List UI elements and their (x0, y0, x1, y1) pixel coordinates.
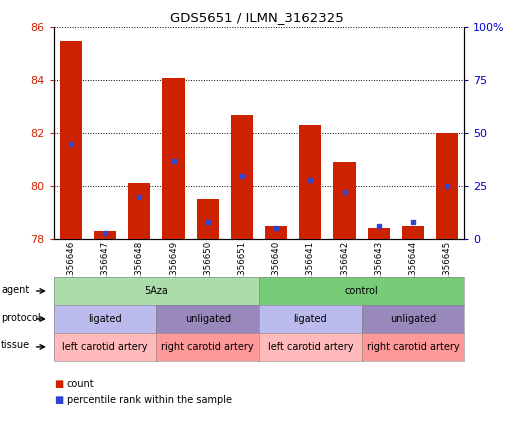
Text: protocol: protocol (1, 313, 41, 323)
Text: ligated: ligated (293, 314, 327, 324)
Text: unligated: unligated (185, 314, 231, 324)
Text: ■: ■ (54, 379, 63, 389)
Bar (231, 115, 253, 239)
Bar (368, 228, 390, 239)
Text: right carotid artery: right carotid artery (367, 342, 459, 352)
Text: GSM1356649: GSM1356649 (169, 241, 178, 299)
Text: count: count (67, 379, 94, 389)
Text: 5Aza: 5Aza (145, 286, 168, 296)
Text: GSM1356645: GSM1356645 (443, 241, 451, 299)
Bar (436, 133, 458, 239)
Text: tissue: tissue (1, 341, 30, 351)
Text: GSM1356643: GSM1356643 (374, 241, 383, 299)
Bar (299, 125, 322, 239)
Text: left carotid artery: left carotid artery (63, 342, 148, 352)
Text: GSM1356648: GSM1356648 (135, 241, 144, 299)
Text: GSM1356641: GSM1356641 (306, 241, 315, 299)
Text: right carotid artery: right carotid artery (162, 342, 254, 352)
Text: unligated: unligated (390, 314, 436, 324)
Text: GSM1356644: GSM1356644 (408, 241, 418, 299)
Bar (333, 162, 356, 239)
Text: GSM1356651: GSM1356651 (238, 241, 246, 299)
Bar (402, 226, 424, 239)
Bar (265, 226, 287, 239)
Bar (94, 231, 116, 239)
Text: ■: ■ (54, 395, 63, 405)
Text: left carotid artery: left carotid artery (268, 342, 353, 352)
Text: GSM1356642: GSM1356642 (340, 241, 349, 299)
Text: percentile rank within the sample: percentile rank within the sample (67, 395, 232, 405)
Text: GDS5651 / ILMN_3162325: GDS5651 / ILMN_3162325 (170, 11, 343, 24)
Bar (196, 199, 219, 239)
Text: GSM1356646: GSM1356646 (67, 241, 75, 299)
Text: control: control (345, 286, 379, 296)
Text: ligated: ligated (88, 314, 122, 324)
Bar (128, 184, 150, 239)
Text: agent: agent (1, 285, 29, 295)
Text: GSM1356650: GSM1356650 (203, 241, 212, 299)
Bar (163, 78, 185, 239)
Text: GSM1356647: GSM1356647 (101, 241, 110, 299)
Bar (60, 41, 82, 239)
Text: GSM1356640: GSM1356640 (272, 241, 281, 299)
